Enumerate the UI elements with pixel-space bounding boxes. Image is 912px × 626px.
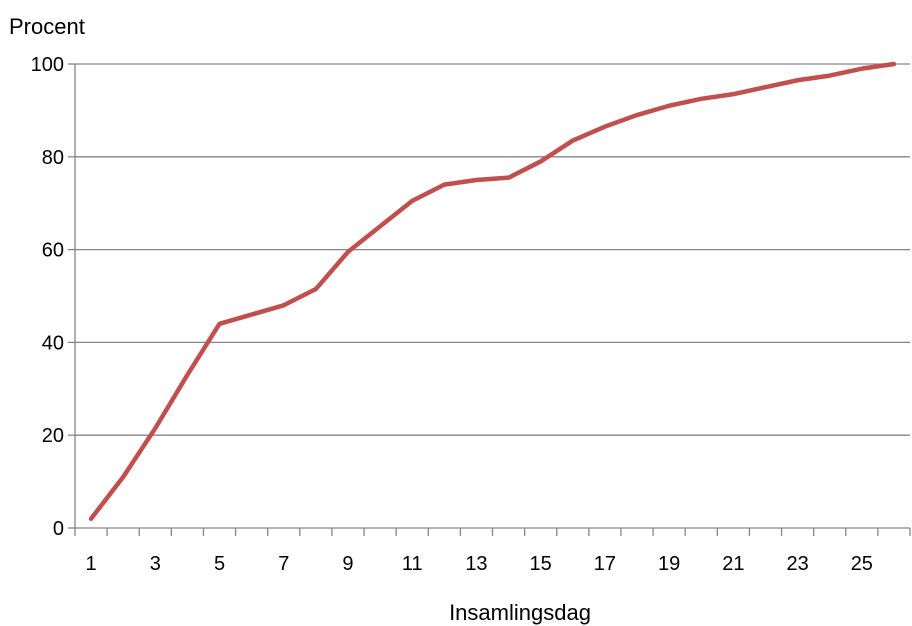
x-axis-title: Insamlingsdag <box>449 600 591 625</box>
y-tick-label: 60 <box>42 240 64 262</box>
x-tick-label: 7 <box>278 553 289 575</box>
y-tick-label: 0 <box>53 518 64 540</box>
series-layer <box>88 61 897 521</box>
x-tick-label: 17 <box>594 553 616 575</box>
x-tick-label: 15 <box>530 553 552 575</box>
x-tick-label: 1 <box>85 553 96 575</box>
series-line-0 <box>88 61 897 521</box>
y-axis-title: Procent <box>9 14 85 39</box>
x-tick-label: 23 <box>786 553 808 575</box>
y-tick-label: 80 <box>42 147 64 169</box>
x-tick-label: 11 <box>402 553 423 575</box>
x-tick-label: 3 <box>150 553 161 575</box>
y-tick-label: 40 <box>42 332 64 354</box>
x-tick-label: 13 <box>465 553 487 575</box>
x-tick-label: 25 <box>851 553 873 575</box>
x-tick-label: 21 <box>722 553 744 575</box>
x-tick-label: 9 <box>342 553 353 575</box>
y-tick-label: 100 <box>31 54 64 76</box>
gridlines <box>75 63 910 436</box>
y-tick-label: 20 <box>42 425 64 447</box>
x-tick-label: 19 <box>658 553 680 575</box>
x-tick-label: 5 <box>214 553 225 575</box>
axes <box>68 63 911 536</box>
